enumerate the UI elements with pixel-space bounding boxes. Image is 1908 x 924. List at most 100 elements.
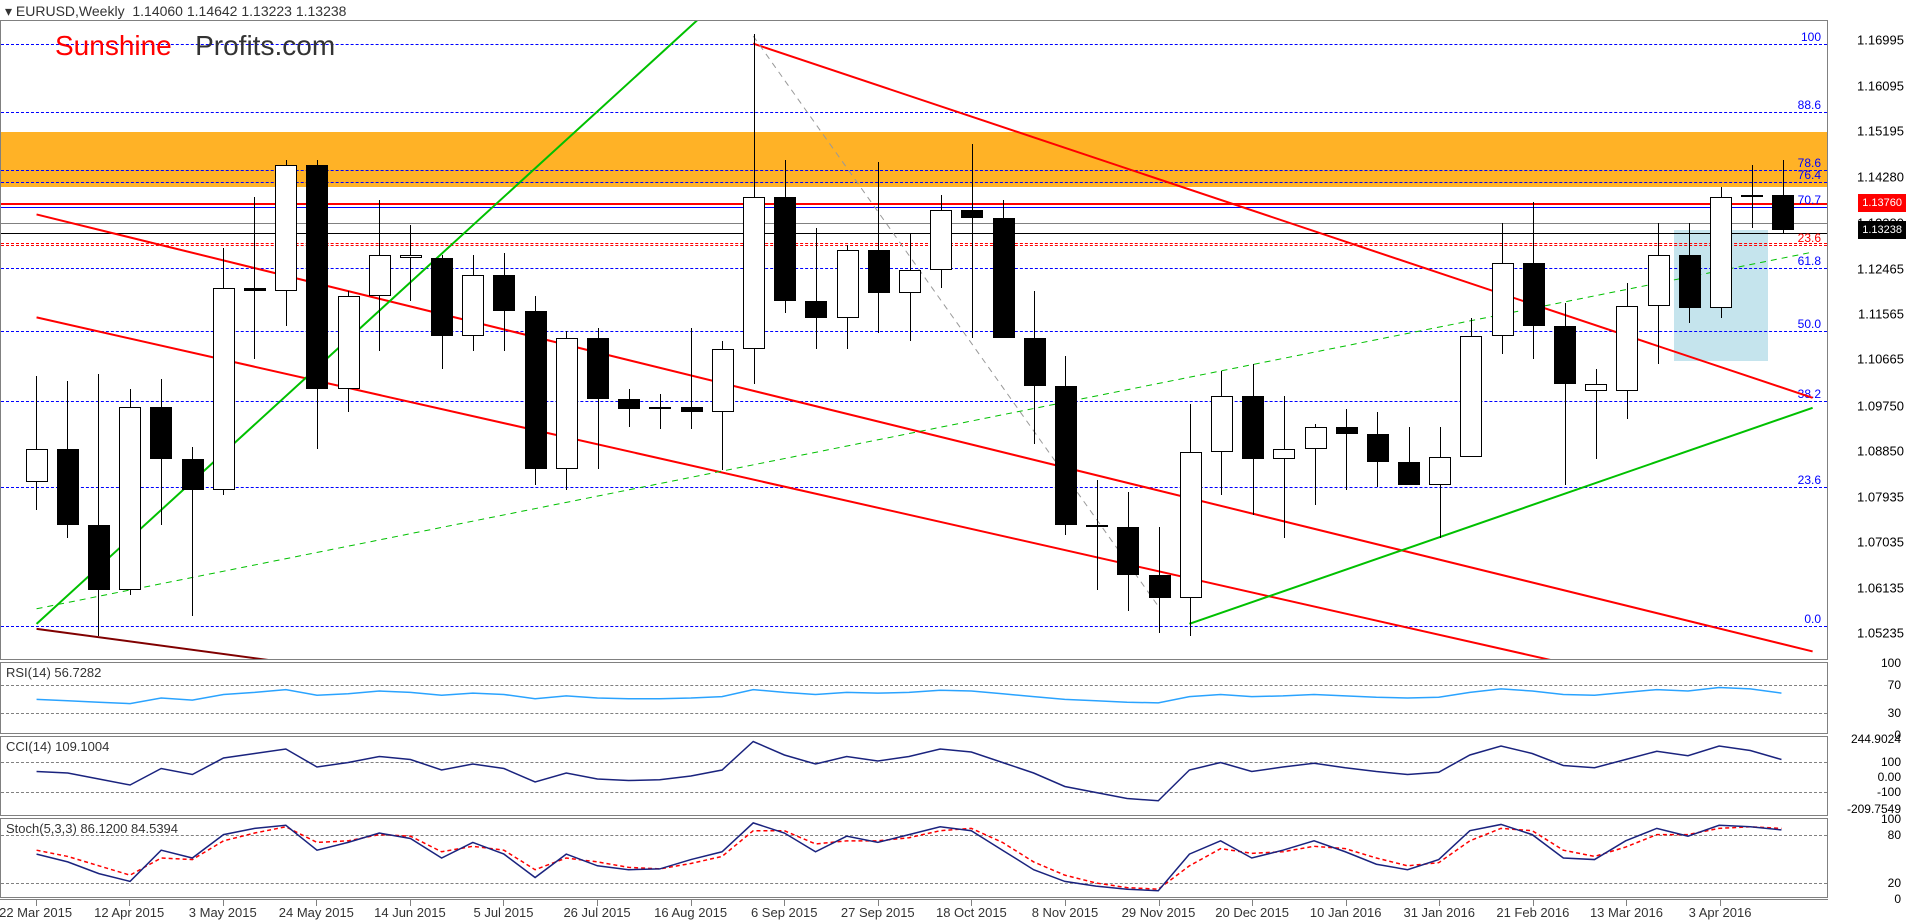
candle[interactable] (899, 270, 921, 293)
candle-wick (878, 162, 879, 333)
candle[interactable] (182, 459, 204, 489)
candle[interactable] (1679, 255, 1701, 308)
x-label: 20 Dec 2015 (1215, 905, 1289, 920)
candle[interactable] (868, 250, 890, 293)
candle[interactable] (150, 407, 172, 460)
cci-label: CCI(14) 109.1004 (6, 739, 109, 754)
candle[interactable] (1616, 306, 1638, 392)
rsi-ylabel: 30 (1888, 706, 1901, 720)
candle-wick (36, 376, 37, 510)
candle[interactable] (556, 338, 578, 469)
rsi-label: RSI(14) 56.7282 (6, 665, 101, 680)
candle[interactable] (1554, 326, 1576, 384)
fib-level-0.0 (1, 626, 1827, 627)
candle[interactable] (244, 288, 266, 291)
fib-label-0.0: 0.0 (1804, 612, 1821, 626)
price-marker: 1.13238 (1858, 221, 1906, 239)
candle-wick (816, 228, 817, 349)
y-tick-label: 1.15195 (1857, 124, 1904, 139)
candle-wick (98, 374, 99, 636)
candle[interactable] (493, 275, 515, 310)
candle[interactable] (993, 218, 1015, 339)
candle[interactable] (1585, 384, 1607, 392)
candle[interactable] (1429, 457, 1451, 485)
candle[interactable] (587, 338, 609, 398)
ohlc-label: 1.14060 1.14642 1.13223 1.13238 (132, 3, 346, 19)
candle[interactable] (930, 210, 952, 270)
rsi-level (1, 685, 1827, 686)
candle[interactable] (743, 197, 765, 348)
x-label: 24 May 2015 (279, 905, 354, 920)
rsi-panel[interactable]: RSI(14) 56.7282 10070300 (0, 662, 1828, 734)
x-label: 31 Jan 2016 (1403, 905, 1475, 920)
stoch-ylabel: 80 (1888, 828, 1901, 842)
candle[interactable] (400, 255, 422, 258)
candle[interactable] (119, 407, 141, 591)
candle[interactable] (1460, 336, 1482, 457)
candle[interactable] (275, 165, 297, 291)
candle[interactable] (837, 250, 859, 318)
candle[interactable] (712, 349, 734, 412)
candle[interactable] (26, 449, 48, 482)
candle[interactable] (1211, 396, 1233, 451)
candle[interactable] (57, 449, 79, 525)
candle[interactable] (338, 296, 360, 389)
candle[interactable] (1149, 575, 1171, 598)
candle-wick (410, 225, 411, 301)
x-label: 5 Jul 2015 (473, 905, 533, 920)
y-tick-label: 1.14280 (1857, 170, 1904, 185)
candle[interactable] (1710, 197, 1732, 308)
candle[interactable] (213, 288, 235, 490)
rsi-yaxis: 10070300 (1827, 663, 1905, 733)
candle[interactable] (369, 255, 391, 295)
fib-label-23.6: 23.6 (1798, 231, 1821, 245)
candle-wick (1284, 396, 1285, 537)
candle-wick (660, 394, 661, 429)
candle[interactable] (88, 525, 110, 591)
candle[interactable] (1492, 263, 1514, 336)
candle-wick (1097, 480, 1098, 591)
candle-wick (972, 144, 973, 338)
candle-wick (1596, 369, 1597, 460)
candle[interactable] (306, 165, 328, 389)
y-tick-label: 1.06135 (1857, 580, 1904, 595)
cci-yaxis: 244.90241000.00-100-209.7549 (1827, 737, 1905, 815)
candle[interactable] (1180, 452, 1202, 598)
candle[interactable] (1055, 386, 1077, 525)
x-label: 3 May 2015 (189, 905, 257, 920)
candle[interactable] (618, 399, 640, 409)
stoch-panel[interactable]: Stoch(5,3,3) 86.1200 84.5394 10080200 (0, 818, 1828, 898)
x-label: 27 Sep 2015 (841, 905, 915, 920)
candle[interactable] (1024, 338, 1046, 386)
candle[interactable] (431, 258, 453, 336)
cci-panel[interactable]: CCI(14) 109.1004 244.90241000.00-100-209… (0, 736, 1828, 816)
x-label: 16 Aug 2015 (654, 905, 727, 920)
candle[interactable] (525, 311, 547, 470)
candle[interactable] (1117, 527, 1139, 575)
stoch-ylabel: 20 (1888, 876, 1901, 890)
candle[interactable] (1741, 195, 1763, 198)
y-tick-label: 1.10665 (1857, 352, 1904, 367)
x-axis: 22 Mar 201512 Apr 20153 May 201524 May 2… (0, 899, 1828, 924)
candle[interactable] (1648, 255, 1670, 305)
candle[interactable] (774, 197, 796, 300)
y-tick-label: 1.16995 (1857, 33, 1904, 48)
candle[interactable] (961, 210, 983, 218)
candle[interactable] (805, 301, 827, 319)
candle[interactable] (1336, 427, 1358, 435)
candle[interactable] (462, 275, 484, 335)
candle[interactable] (1086, 525, 1108, 528)
price-panel[interactable]: 10088.678.676.470.761.850.038.223.60.023… (0, 20, 1828, 660)
candle[interactable] (1398, 462, 1420, 485)
candle[interactable] (649, 407, 671, 410)
fib-label-61.8: 61.8 (1798, 254, 1821, 268)
candle[interactable] (681, 407, 703, 412)
candle[interactable] (1273, 449, 1295, 459)
symbol-label: EURUSD,Weekly (16, 3, 125, 19)
dropdown-icon[interactable]: ▾ (5, 3, 12, 19)
candle[interactable] (1305, 427, 1327, 450)
candle[interactable] (1242, 396, 1264, 459)
candle[interactable] (1367, 434, 1389, 462)
candle[interactable] (1523, 263, 1545, 326)
candle[interactable] (1772, 195, 1794, 230)
